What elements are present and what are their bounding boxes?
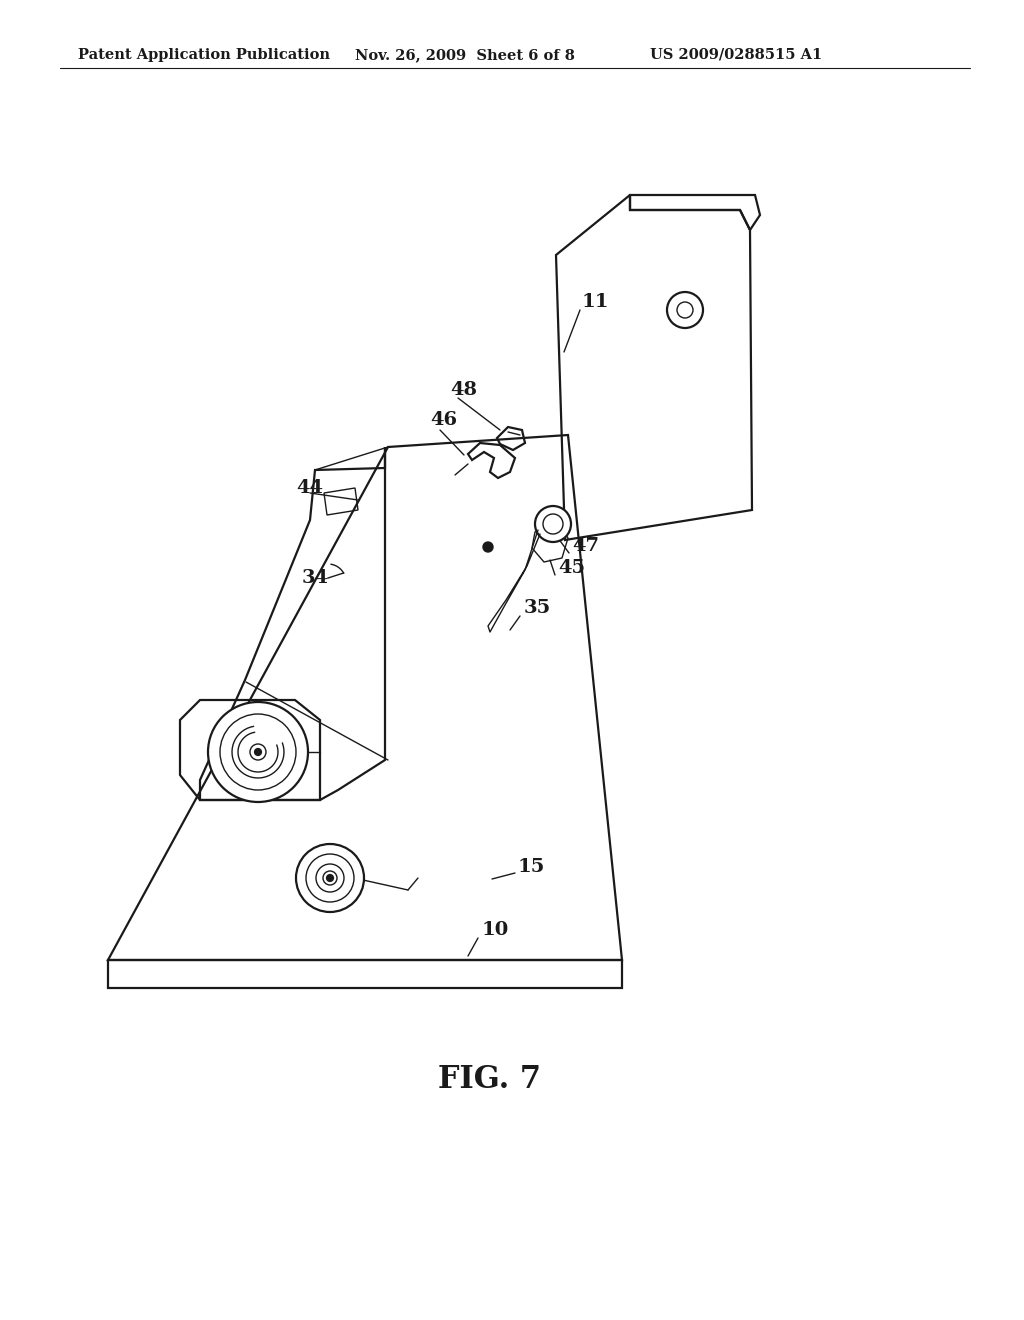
Text: US 2009/0288515 A1: US 2009/0288515 A1 bbox=[650, 48, 822, 62]
Circle shape bbox=[316, 865, 344, 892]
Text: Nov. 26, 2009  Sheet 6 of 8: Nov. 26, 2009 Sheet 6 of 8 bbox=[355, 48, 574, 62]
Circle shape bbox=[323, 871, 337, 884]
Circle shape bbox=[208, 702, 308, 803]
Circle shape bbox=[306, 854, 354, 902]
Text: 35: 35 bbox=[524, 599, 551, 616]
Circle shape bbox=[667, 292, 703, 327]
Circle shape bbox=[677, 302, 693, 318]
Text: 11: 11 bbox=[582, 293, 609, 312]
Circle shape bbox=[296, 843, 364, 912]
Text: 46: 46 bbox=[430, 411, 457, 429]
Circle shape bbox=[543, 513, 563, 535]
Circle shape bbox=[250, 744, 266, 760]
Circle shape bbox=[535, 506, 571, 543]
Text: 48: 48 bbox=[450, 381, 477, 399]
Text: Patent Application Publication: Patent Application Publication bbox=[78, 48, 330, 62]
Circle shape bbox=[483, 543, 493, 552]
Text: 15: 15 bbox=[518, 858, 546, 876]
Text: 10: 10 bbox=[482, 921, 509, 939]
Text: 44: 44 bbox=[296, 479, 323, 498]
Circle shape bbox=[220, 714, 296, 789]
Text: 47: 47 bbox=[572, 537, 599, 554]
Text: 34: 34 bbox=[302, 569, 329, 587]
Circle shape bbox=[327, 875, 333, 880]
Circle shape bbox=[255, 748, 261, 755]
Text: FIG. 7: FIG. 7 bbox=[438, 1064, 542, 1096]
Text: 45: 45 bbox=[558, 558, 585, 577]
